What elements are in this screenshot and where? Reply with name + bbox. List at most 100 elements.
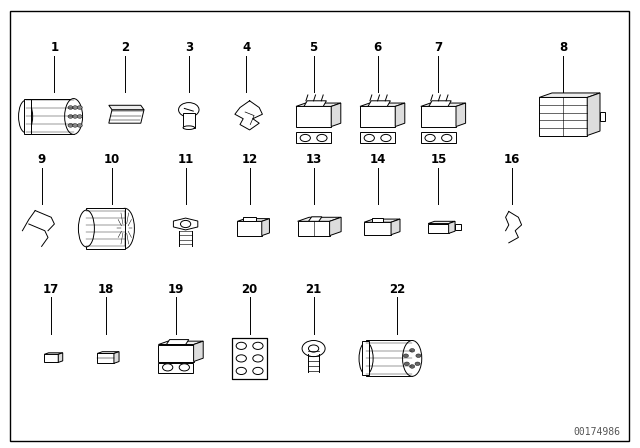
- Polygon shape: [296, 103, 340, 107]
- Bar: [26, 99, 74, 134]
- Polygon shape: [114, 352, 119, 363]
- Circle shape: [381, 134, 391, 142]
- Circle shape: [410, 349, 415, 352]
- Circle shape: [68, 115, 73, 118]
- Bar: [421, 132, 456, 143]
- Circle shape: [415, 362, 420, 366]
- Circle shape: [236, 367, 246, 375]
- Circle shape: [425, 134, 435, 142]
- Text: 16: 16: [504, 153, 520, 166]
- Text: 3: 3: [185, 41, 193, 54]
- Text: 14: 14: [369, 153, 386, 166]
- Polygon shape: [237, 221, 262, 236]
- Text: 2: 2: [121, 41, 129, 54]
- Polygon shape: [364, 222, 391, 235]
- Circle shape: [302, 340, 325, 357]
- Polygon shape: [262, 219, 269, 236]
- Bar: [183, 113, 195, 128]
- Bar: [232, 338, 268, 379]
- Circle shape: [77, 124, 83, 127]
- Polygon shape: [540, 93, 600, 98]
- Bar: [296, 132, 332, 143]
- Polygon shape: [109, 105, 144, 110]
- Circle shape: [300, 134, 310, 142]
- Text: 11: 11: [177, 153, 194, 166]
- Circle shape: [179, 103, 199, 117]
- Polygon shape: [360, 103, 404, 107]
- Bar: [24, 99, 31, 134]
- Circle shape: [77, 106, 83, 109]
- Text: 10: 10: [104, 153, 120, 166]
- Bar: [158, 363, 193, 373]
- Text: 19: 19: [168, 283, 184, 296]
- Polygon shape: [540, 98, 588, 135]
- Circle shape: [180, 220, 191, 228]
- Circle shape: [253, 355, 263, 362]
- Polygon shape: [368, 101, 390, 107]
- Polygon shape: [332, 103, 340, 127]
- Circle shape: [72, 106, 77, 109]
- Circle shape: [163, 364, 173, 371]
- Polygon shape: [395, 103, 404, 127]
- Circle shape: [410, 365, 415, 368]
- Circle shape: [68, 124, 73, 127]
- Bar: [360, 132, 396, 143]
- Polygon shape: [44, 353, 63, 354]
- Text: 15: 15: [430, 153, 447, 166]
- Bar: [86, 208, 125, 249]
- Circle shape: [72, 115, 77, 118]
- Ellipse shape: [19, 100, 33, 133]
- Ellipse shape: [183, 126, 195, 129]
- Polygon shape: [97, 352, 119, 353]
- Ellipse shape: [115, 208, 134, 249]
- Text: 8: 8: [559, 41, 567, 54]
- Text: 7: 7: [435, 41, 442, 54]
- Circle shape: [364, 134, 374, 142]
- Polygon shape: [360, 107, 395, 127]
- Polygon shape: [166, 340, 189, 345]
- Bar: [366, 340, 412, 376]
- Polygon shape: [456, 103, 466, 127]
- Polygon shape: [308, 217, 322, 221]
- Polygon shape: [588, 93, 600, 135]
- Circle shape: [253, 342, 263, 349]
- Circle shape: [236, 342, 246, 349]
- Polygon shape: [449, 221, 455, 233]
- Polygon shape: [97, 353, 114, 363]
- Text: 6: 6: [374, 41, 381, 54]
- Text: 21: 21: [305, 283, 322, 296]
- Ellipse shape: [65, 99, 83, 134]
- Bar: [372, 218, 383, 222]
- Circle shape: [68, 106, 73, 109]
- Polygon shape: [44, 354, 58, 362]
- Text: 1: 1: [51, 41, 58, 54]
- Polygon shape: [194, 341, 204, 362]
- Ellipse shape: [359, 342, 373, 375]
- Ellipse shape: [78, 210, 95, 247]
- Polygon shape: [237, 219, 269, 221]
- Circle shape: [404, 362, 410, 366]
- Text: 18: 18: [97, 283, 114, 296]
- Circle shape: [72, 124, 77, 127]
- Circle shape: [308, 345, 319, 352]
- Text: 12: 12: [241, 153, 258, 166]
- Polygon shape: [298, 221, 330, 236]
- Circle shape: [179, 364, 189, 371]
- Circle shape: [403, 354, 408, 358]
- Circle shape: [253, 367, 263, 375]
- Polygon shape: [428, 224, 449, 233]
- Bar: [600, 112, 605, 121]
- Polygon shape: [296, 107, 332, 127]
- Circle shape: [317, 134, 327, 142]
- Circle shape: [236, 355, 246, 362]
- Text: 4: 4: [243, 41, 250, 54]
- Text: 13: 13: [305, 153, 322, 166]
- Polygon shape: [159, 341, 204, 345]
- Polygon shape: [109, 110, 144, 123]
- Polygon shape: [298, 217, 341, 221]
- Polygon shape: [330, 217, 341, 236]
- Text: 00174986: 00174986: [574, 427, 621, 437]
- Bar: [362, 341, 369, 375]
- Polygon shape: [304, 101, 326, 107]
- Polygon shape: [173, 218, 198, 230]
